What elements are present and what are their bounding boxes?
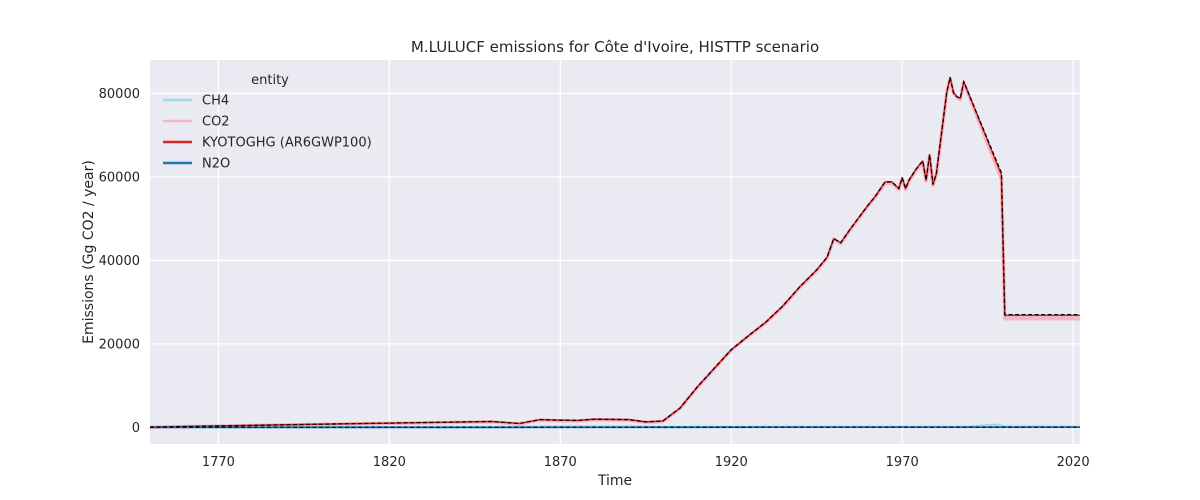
y-tick-label: 20000 [99,337,140,352]
legend: entity CH4 CO2 KYOTOGHG (AR6GWP100) N2O [163,73,372,172]
y-tick-label: 80000 [99,87,140,102]
x-tick-label: 2020 [1057,455,1090,470]
x-tick-label: 1870 [544,455,577,470]
legend-label-n2o: N2O [202,157,230,172]
legend-label-ch4: CH4 [202,94,229,109]
legend-label-kyotoghg: KYOTOGHG (AR6GWP100) [202,136,372,151]
legend-label-co2: CO2 [202,115,230,130]
chart-title: M.LULUCF emissions for Côte d'Ivoire, HI… [411,38,819,56]
y-tick-label: 60000 [99,170,140,185]
x-axis-label: Time [597,473,632,489]
x-tick-label: 1820 [373,455,406,470]
plot-background [150,60,1080,444]
y-axis-label: Emissions (Gg CO2 / year) [81,160,97,344]
y-tick-label: 0 [132,421,140,436]
reference-line-layer [149,77,1080,428]
x-tick-label: 1770 [202,455,235,470]
y-tick-label: 40000 [99,254,140,269]
x-tick-label: 1970 [886,455,919,470]
tick-labels: 1770 1820 1870 1920 1970 2020 0 20000 40000 60000… [99,87,1090,470]
legend-title: entity [251,73,289,88]
x-tick-label: 1920 [715,455,748,470]
reference-dashed-line [149,77,1080,428]
